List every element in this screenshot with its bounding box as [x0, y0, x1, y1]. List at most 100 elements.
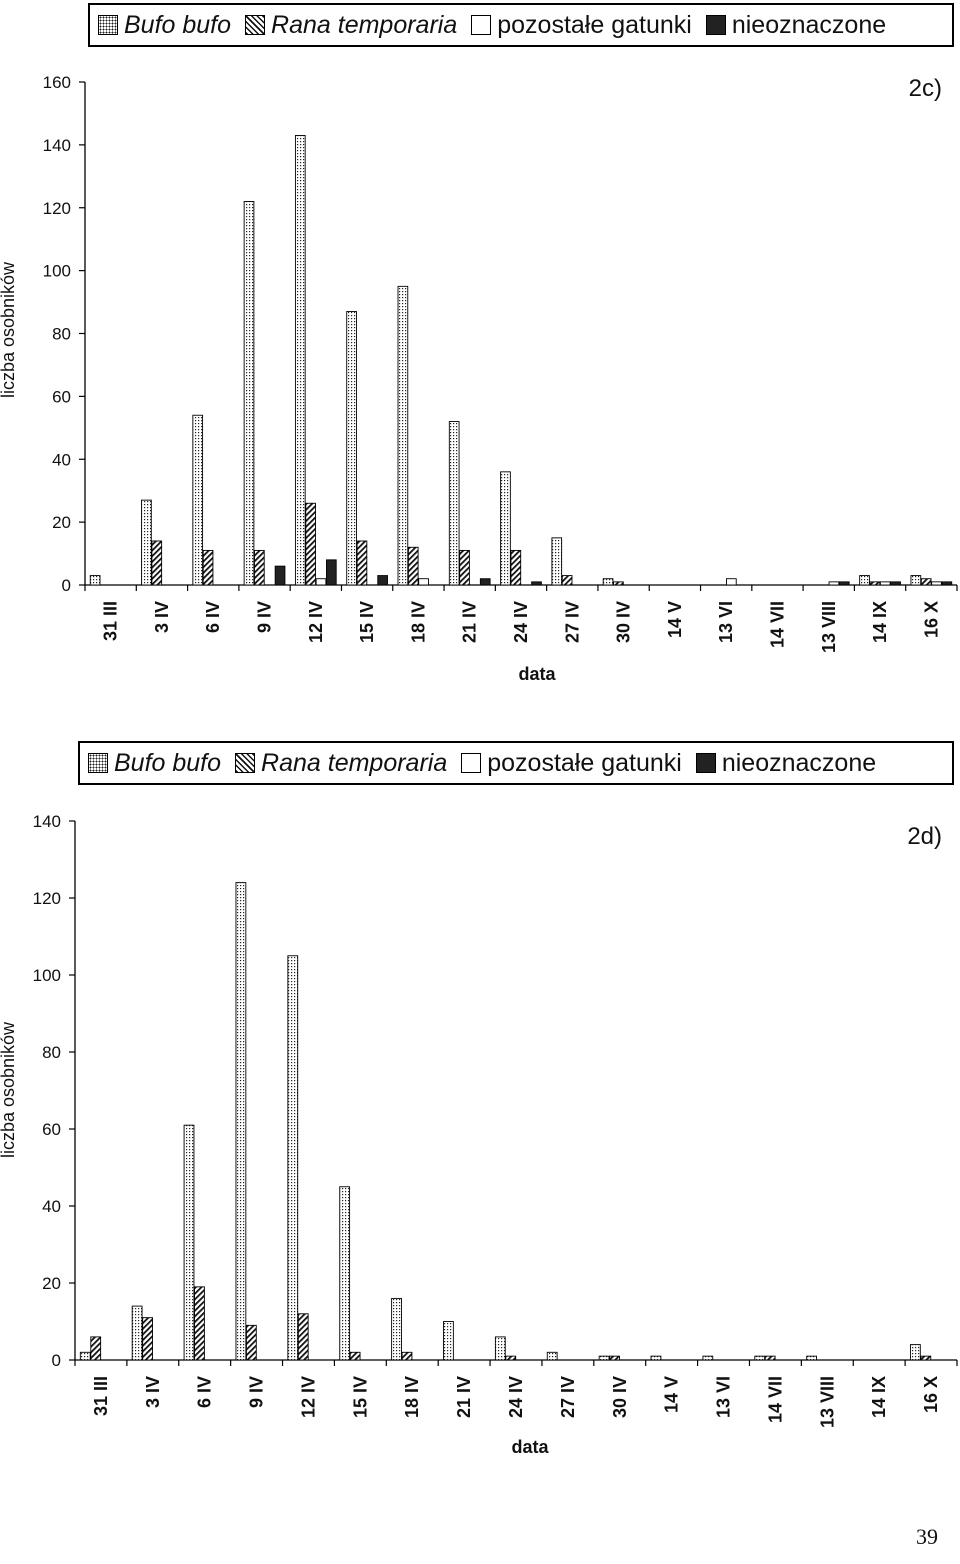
bar-pozostale-gatunki [418, 578, 429, 586]
white-swatch-icon [461, 753, 482, 773]
bar-bufo-bufo [183, 1124, 195, 1361]
y-tick-label: 160 [43, 73, 71, 92]
bar-bufo-bufo [702, 1355, 714, 1361]
bar-rana-temporaria [920, 578, 932, 586]
bar-bufo-bufo [346, 311, 357, 586]
dots-swatch-icon [98, 15, 118, 35]
bar-rana-temporaria [305, 502, 316, 586]
y-tick-label: 80 [52, 325, 71, 344]
bar-bufo-bufo [141, 499, 152, 586]
y-tick-label: 40 [52, 450, 71, 469]
x-tick-label: 18 IV [402, 1376, 422, 1418]
y-tick-label: 140 [43, 136, 71, 155]
bar-rana-temporaria [254, 549, 265, 586]
hatch-swatch-icon [245, 15, 266, 35]
bar-rana-temporaria [356, 540, 368, 586]
bar-bufo-bufo [551, 537, 563, 586]
bar-rana-temporaria [297, 1313, 309, 1361]
bar-nieoznaczone [890, 581, 901, 586]
bar-bufo-bufo [131, 1305, 143, 1361]
bar-bufo-bufo [546, 1351, 558, 1361]
bar-pozostale-gatunki [726, 578, 737, 586]
y-tick-label: 80 [42, 1043, 61, 1062]
x-tick-label: 14 V [662, 1376, 682, 1413]
y-tick-label: 120 [43, 199, 71, 218]
x-tick-label: 15 IV [357, 601, 377, 643]
x-tick-label: 24 IV [511, 601, 531, 643]
bar-bufo-bufo [79, 1351, 91, 1361]
x-tick-label: 14 IX [870, 601, 890, 643]
bar-bufo-bufo [448, 421, 460, 586]
x-tick-label: 14 IX [869, 1376, 889, 1418]
hatch-swatch-icon [235, 753, 256, 773]
bar-bufo-bufo [235, 882, 247, 1361]
legend-item-unidentified: nieoznaczone [695, 748, 877, 778]
black-swatch-icon [705, 15, 726, 35]
x-tick-label: 16 X [921, 1376, 941, 1413]
x-tick-label: 13 VIII [817, 1376, 837, 1428]
bar-bufo-bufo [754, 1355, 766, 1361]
x-tick-label: 6 IV [195, 1376, 215, 1408]
x-tick-label: 12 IV [306, 601, 326, 643]
y-tick-label: 60 [42, 1120, 61, 1139]
bar-bufo-bufo [806, 1355, 817, 1361]
bar-bufo-bufo [89, 575, 101, 586]
bar-nieoznaczone [941, 581, 953, 586]
bar-nieoznaczone [531, 581, 542, 586]
bar-rana-temporaria [142, 1317, 153, 1361]
bar-rana-temporaria [613, 581, 624, 586]
bar-rana-temporaria [90, 1336, 102, 1361]
x-tick-label: 14 VII [765, 1376, 785, 1423]
x-tick-label: 27 IV [562, 601, 582, 643]
legend-2d: Bufo bufo Rana temporaria pozostałe gatu… [78, 741, 954, 785]
bar-rana-temporaria [920, 1355, 932, 1361]
bar-rana-temporaria [459, 549, 470, 586]
x-tick-label: 13 VIII [819, 601, 839, 653]
bar-bufo-bufo [243, 201, 255, 586]
panel-label: 2d) [907, 823, 942, 850]
x-tick-label: 9 IV [247, 1376, 267, 1408]
bar-rana-temporaria [194, 1286, 205, 1361]
bar-pozostale-gatunki [828, 581, 840, 586]
bar-rana-temporaria [510, 549, 522, 586]
y-tick-label: 20 [52, 513, 71, 532]
x-tick-label: 15 IV [350, 1376, 370, 1418]
y-tick-label: 100 [33, 966, 61, 985]
legend-item-bufo: Bufo bufo [88, 749, 221, 778]
bar-bufo-bufo [602, 578, 614, 586]
x-tick-label: 21 IV [460, 601, 480, 643]
y-tick-label: 0 [52, 1351, 61, 1370]
bar-bufo-bufo [294, 134, 306, 586]
bar-rana-temporaria [869, 581, 881, 586]
x-tick-label: 13 VI [714, 1376, 734, 1418]
legend-item-rana: Rana temporaria [245, 11, 457, 40]
legend-item-other: pozostałe gatunki [471, 11, 692, 40]
bar-bufo-bufo [910, 575, 922, 586]
x-tick-label: 18 IV [408, 601, 428, 643]
bar-rana-temporaria [505, 1355, 517, 1361]
bar-chart-2d: 0 20 40 60 80 100 120 140 31 III 3 IV 6 IV 9 IV 12 I… [0, 812, 958, 1457]
x-tick-label: 9 IV [255, 601, 275, 633]
bar-rana-temporaria [561, 575, 573, 586]
x-tick-label: 16 X [921, 601, 941, 638]
legend-label: pozostałe gatunki [497, 10, 692, 39]
bar-rana-temporaria [202, 549, 214, 586]
bar-pozostale-gatunki [931, 581, 942, 586]
bar-pozostale-gatunki [315, 578, 327, 586]
bar-bufo-bufo [859, 575, 870, 586]
bar-nieoznaczone [326, 559, 337, 586]
y-tick-label: 20 [42, 1274, 61, 1293]
x-axis-label: data [511, 1437, 549, 1457]
legend-label: Rana temporaria [261, 748, 448, 777]
bar-pozostale-gatunki [879, 581, 891, 586]
bar-rana-temporaria [151, 540, 163, 586]
legend-label: nieoznaczone [731, 10, 887, 39]
x-tick-label: 21 IV [454, 1376, 474, 1418]
legend-label: nieoznaczone [721, 748, 877, 777]
x-axis-label: data [518, 664, 556, 684]
x-tick-label: 27 IV [558, 1376, 578, 1418]
x-tick-label: 31 III [91, 1376, 111, 1416]
bar-bufo-bufo [339, 1186, 351, 1361]
legend-item-rana: Rana temporaria [235, 749, 447, 778]
bar-nieoznaczone [838, 581, 850, 586]
